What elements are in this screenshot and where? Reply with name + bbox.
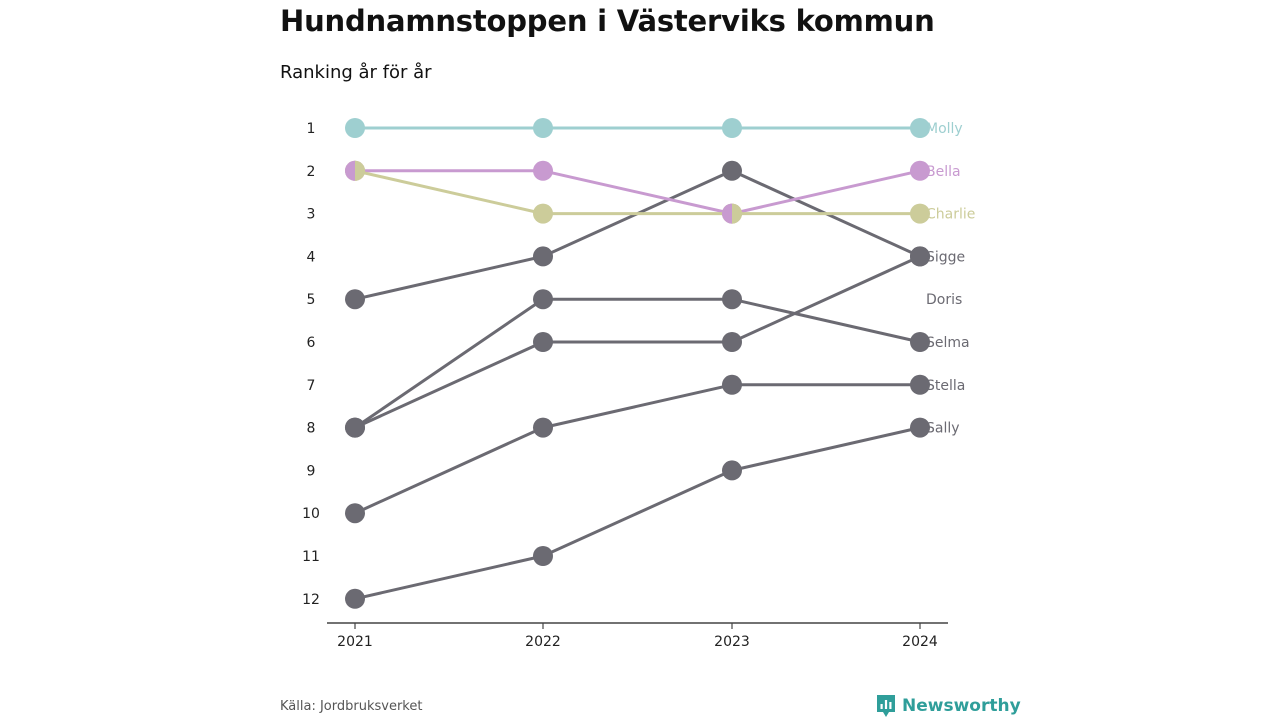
x-tick-label-2022: 2022 — [525, 634, 561, 650]
end-label-bella: Bella — [926, 164, 961, 180]
point-sally-2021 — [345, 588, 365, 609]
point-selma-2024 — [910, 332, 930, 352]
chart-title: Hundnamnstoppen i Västerviks kommun — [280, 4, 935, 38]
source-note: Källa: Jordbruksverket — [280, 699, 423, 714]
y-tick-label-7: 7 — [307, 378, 316, 394]
x-tick-label-2023: 2023 — [714, 634, 750, 650]
point-stella-2022 — [533, 417, 553, 438]
point-molly-2023 — [722, 118, 742, 138]
end-label-molly: Molly — [926, 121, 963, 137]
point-sally-2023 — [722, 460, 742, 481]
chart-subtitle: Ranking år för år — [280, 62, 432, 83]
bump-chart: 2021 2022 2023 2024123456789101112MollyBell… — [302, 118, 975, 650]
point-bella-half-2021 — [345, 160, 355, 181]
point-charlie-2022 — [533, 203, 553, 224]
point-molly-2021 — [345, 118, 365, 138]
x-tick-label-2021: 2021 — [337, 634, 373, 650]
y-tick-label-4: 4 — [307, 249, 316, 265]
point-stella-2021 — [345, 503, 365, 524]
point-charlie-half-2021 — [355, 160, 365, 181]
series-line-bella — [355, 169, 921, 216]
y-tick-label-8: 8 — [307, 421, 316, 437]
y-tick-label-11: 11 — [302, 549, 320, 565]
series-line-doris — [354, 255, 921, 429]
point-molly-2022 — [533, 118, 553, 138]
brand-logo: Newsworthy — [876, 694, 1021, 718]
point-selma-2022 — [533, 289, 553, 310]
point-stella-2024 — [910, 374, 930, 395]
y-tick-label-10: 10 — [302, 506, 320, 522]
y-tick-label-1: 1 — [307, 121, 316, 137]
point-bella-2024 — [910, 160, 930, 181]
point-charlie-half-2023 — [732, 203, 743, 224]
series-line-stella — [354, 383, 920, 515]
point-doris-2022 — [533, 332, 553, 352]
y-tick-label-3: 3 — [307, 207, 316, 223]
point-stella-2023 — [722, 374, 742, 395]
point-sigge-2023 — [722, 160, 742, 181]
series-line-selma — [354, 297, 921, 429]
point-sigge-2021 — [345, 289, 365, 310]
point-sigge-2022 — [533, 246, 553, 267]
y-tick-label-2: 2 — [307, 164, 316, 180]
y-tick-label-12: 12 — [302, 592, 320, 608]
brand-name: Newsworthy — [902, 696, 1021, 716]
y-tick-label-6: 6 — [307, 335, 316, 351]
x-tick-label-2024: 2024 — [902, 634, 938, 650]
newsworthy-logo-icon — [877, 695, 895, 717]
end-label-selma: Selma — [926, 335, 970, 351]
point-selma-2023 — [722, 289, 742, 310]
point-bella-2022 — [533, 160, 553, 181]
series-line-charlie — [354, 169, 920, 216]
point-bella-half-2023 — [722, 203, 732, 224]
end-label-sally: Sally — [926, 421, 960, 437]
point-sally-2022 — [533, 546, 553, 566]
point-selma-2021 — [345, 417, 365, 438]
point-sally-2024 — [910, 417, 930, 438]
point-charlie-2024 — [910, 203, 930, 224]
point-doris-2024 — [910, 246, 930, 267]
point-doris-2023 — [722, 332, 742, 352]
point-molly-2024 — [910, 118, 930, 138]
end-label-stella: Stella — [926, 378, 965, 394]
end-label-charlie: Charlie — [926, 207, 975, 223]
series-line-sally — [354, 426, 921, 601]
y-tick-label-5: 5 — [307, 292, 316, 308]
end-label-doris: Doris — [926, 292, 962, 308]
end-label-sigge: Sigge — [926, 249, 965, 265]
y-tick-label-9: 9 — [307, 463, 316, 479]
